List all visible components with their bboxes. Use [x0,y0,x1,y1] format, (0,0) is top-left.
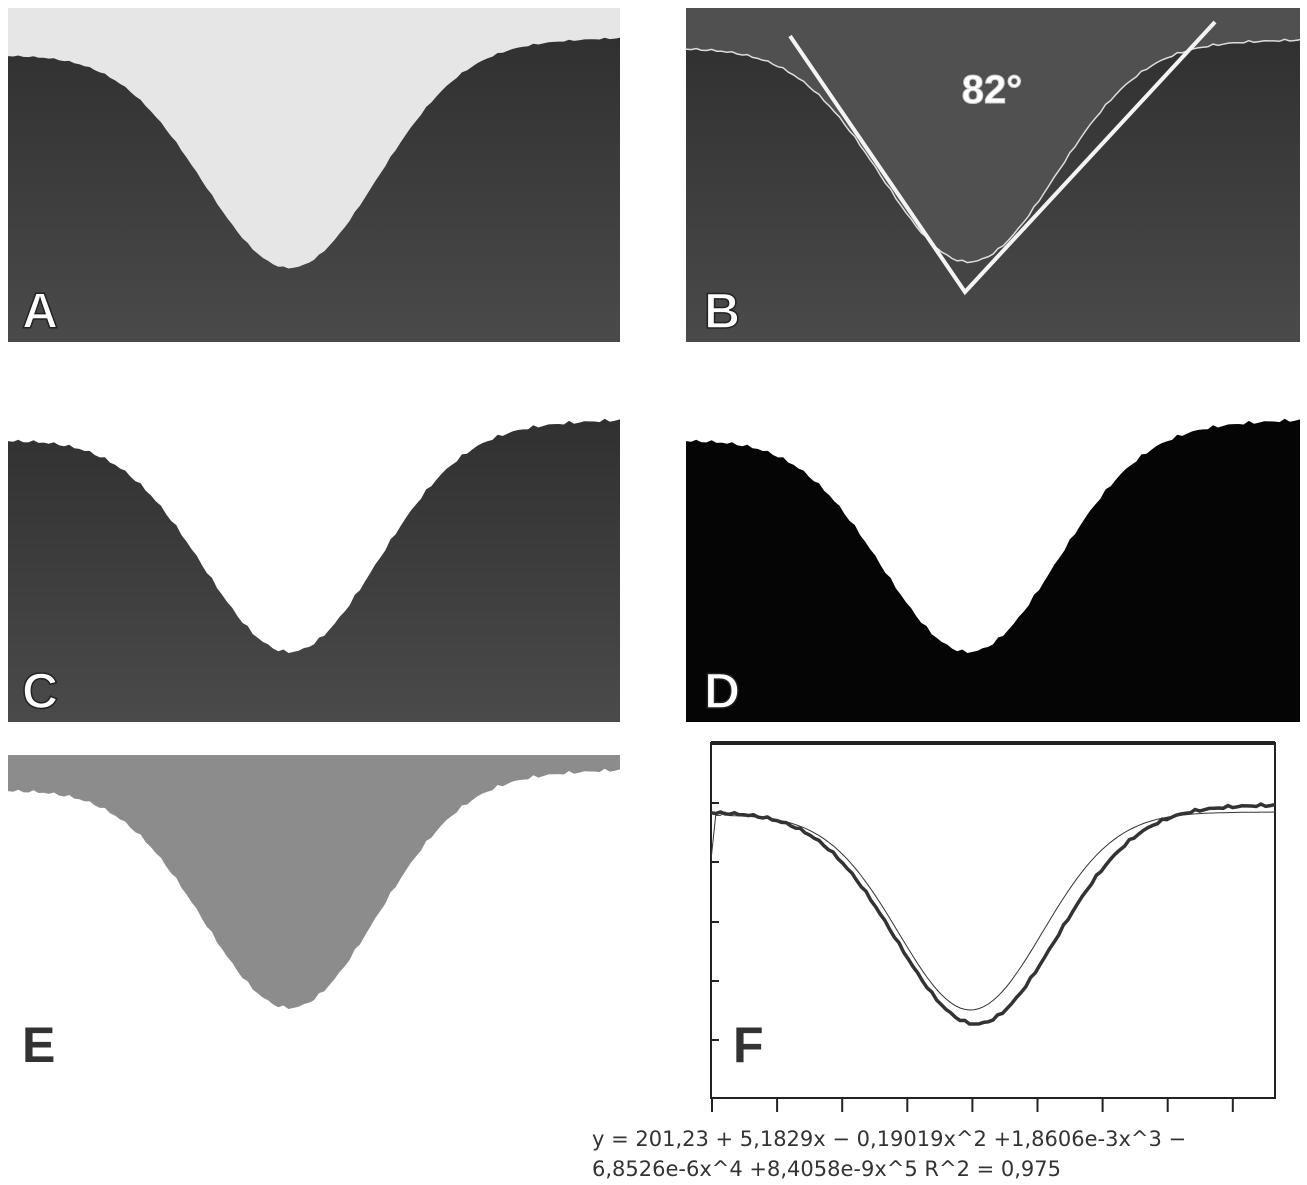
panel-label: E [22,1017,55,1073]
equation-line: 6,8526e-6x^4 +8,4058e-9x^5 R^2 = 0,975 [592,1157,1061,1181]
angle-annotation: 82° [962,68,1023,112]
plot-frame [711,743,1275,1098]
panel-label: F [733,1017,764,1073]
panel-label: A [22,283,58,339]
panel-label: D [704,663,740,719]
panel-label: B [704,283,740,339]
equation-line: y = 201,23 + 5,1829x − 0,19019x^2 +1,860… [592,1127,1186,1151]
panel-label: C [22,663,58,719]
figure: A B 82° C D E F y = 201,23 + 5,1829x − 0… [0,0,1307,1185]
groove-region [8,755,620,1009]
